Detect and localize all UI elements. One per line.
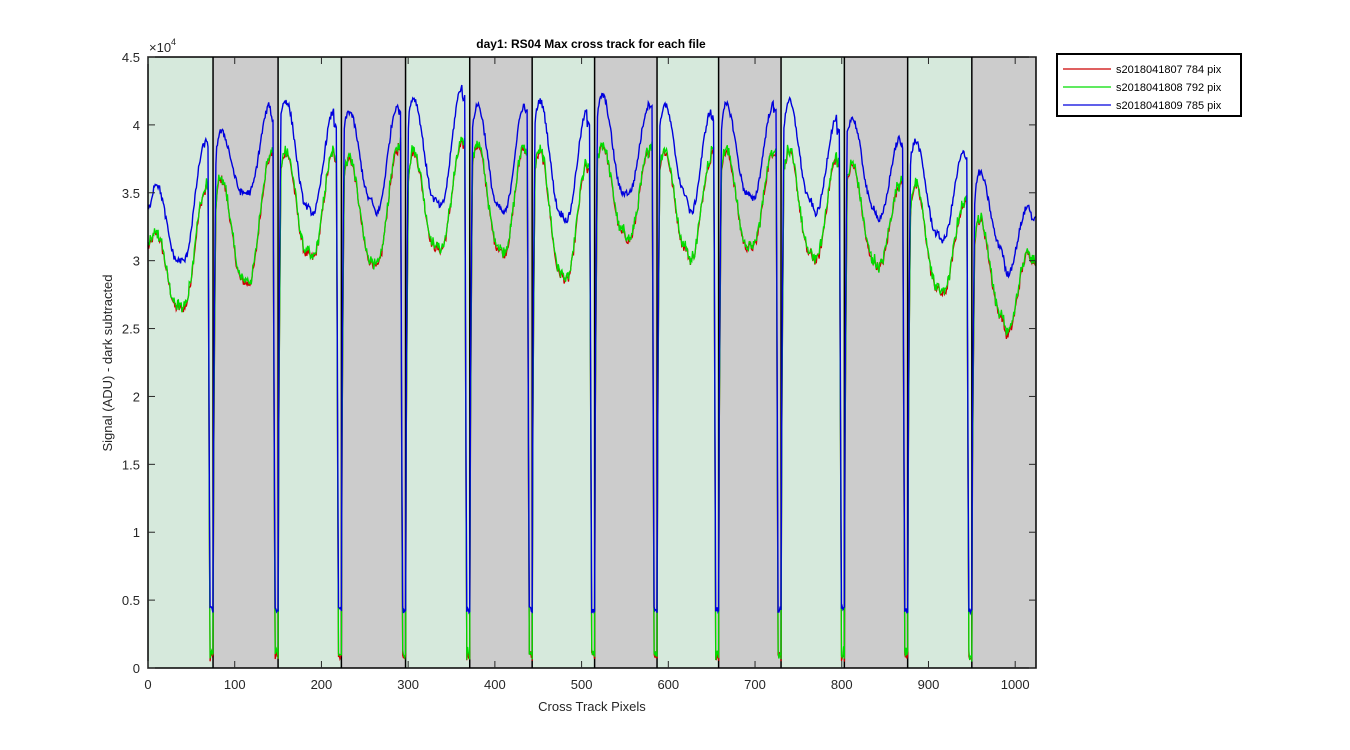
y-tick-label: 3.5 (122, 186, 140, 201)
background-band (971, 57, 1036, 668)
y-tick-label: 4.5 (122, 50, 140, 65)
background-band (781, 57, 845, 668)
x-tick-label: 800 (831, 677, 853, 692)
x-tick-label: 0 (144, 677, 151, 692)
background-band (341, 57, 406, 668)
y-exponent-power: 4 (171, 37, 176, 47)
chart-title: day1: RS04 Max cross track for each file (476, 37, 706, 51)
background-band (148, 57, 214, 668)
y-tick-label: 1.5 (122, 457, 140, 472)
legend: s2018041807 784 pix s2018041808 792 pix … (1056, 53, 1242, 117)
x-tick-label: 400 (484, 677, 506, 692)
y-tick-label: 0 (133, 661, 140, 676)
y-axis-title: Signal (ADU) - dark subtracted (100, 274, 115, 451)
x-axis-title: Cross Track Pixels (538, 699, 646, 714)
background-band (907, 57, 972, 668)
x-tick-label: 500 (571, 677, 593, 692)
legend-entry-blue: s2018041809 785 pix (1116, 100, 1222, 112)
background-band (469, 57, 533, 668)
x-tick-label: 1000 (1001, 677, 1030, 692)
x-tick-label: 700 (744, 677, 766, 692)
y-tick-label: 1 (133, 525, 140, 540)
background-band (405, 57, 470, 668)
legend-entry-green: s2018041808 792 pix (1116, 82, 1222, 94)
y-tick-label: 2.5 (122, 322, 140, 337)
y-exponent-base: ×10 (149, 40, 171, 55)
background-band (213, 57, 279, 668)
background-band (844, 57, 908, 668)
y-tick-label: 2 (133, 389, 140, 404)
series-lines (147, 84, 1037, 662)
x-tick-label: 900 (918, 677, 940, 692)
y-exponent-label: ×10 4 (149, 37, 176, 55)
legend-entry-red: s2018041807 784 pix (1116, 64, 1222, 76)
series-line-green (147, 136, 1037, 662)
x-tick-label: 100 (224, 677, 246, 692)
x-tick-label: 200 (311, 677, 333, 692)
background-band (594, 57, 658, 668)
background-bands (148, 57, 1036, 668)
plot-frame (147, 56, 1037, 669)
y-tick-label: 4 (133, 118, 140, 133)
legend-box (1056, 53, 1242, 117)
y-tick-label: 0.5 (122, 593, 140, 608)
x-tick-label: 300 (397, 677, 419, 692)
background-band (532, 57, 595, 668)
x-axis-ticks: 0 100 200 300 400 500 600 700 800 900 1000 (144, 57, 1030, 692)
plot-border (147, 56, 1037, 669)
x-tick-label: 600 (657, 677, 679, 692)
series-line-blue (147, 84, 1037, 616)
y-tick-label: 3 (133, 254, 140, 269)
y-axis-ticks: 0 0.5 1 1.5 2 2.5 3 3.5 4 4.5 (122, 50, 1036, 676)
